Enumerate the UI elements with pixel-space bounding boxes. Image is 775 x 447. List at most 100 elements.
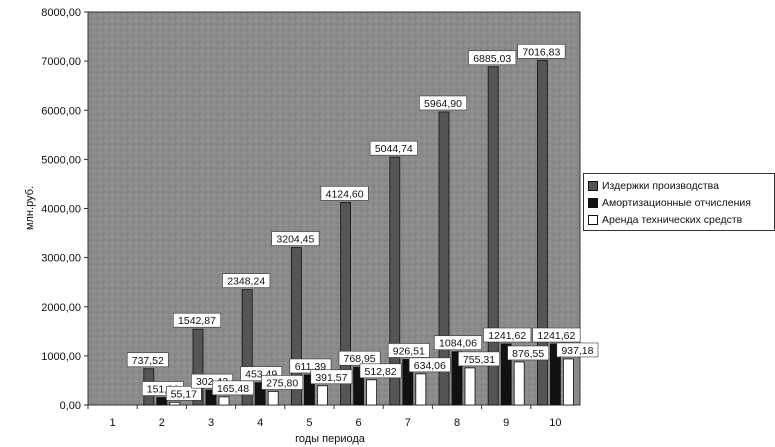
y-tick-label: 2000,00 [41,302,81,314]
y-tick-label: 8000,00 [41,7,81,19]
data-label-box [369,140,418,156]
bar-equipment-rent [267,391,279,406]
data-label-depreciation: 1241,62 [537,330,575,342]
data-label-equipment-rent: 937,18 [561,345,593,357]
data-label-equipment-rent: 165,48 [217,383,249,395]
data-label-box [338,350,381,366]
data-label-production-costs: 5044,74 [375,143,413,155]
data-label-box [433,335,482,351]
bar-equipment-rent [563,358,574,406]
legend-item-depreciation: Амортизационные отчисления [588,194,770,211]
bar-production-costs [537,59,548,406]
data-label-production-costs: 6885,03 [473,53,511,65]
legend: Издержки производства Амортизационные от… [583,173,775,231]
y-tick-label: 7000,00 [41,56,81,68]
x-axis: 1 2 3 4 5 6 7 8 9 10 [87,405,562,429]
bar-depreciation [353,366,365,406]
bar-equipment-rent [316,385,328,406]
data-label-box [387,343,430,358]
bar-equipment-rent [218,396,230,406]
x-tick-label: 1 [110,417,116,429]
legend-swatch-production-costs [588,180,598,191]
data-label-box [222,273,271,288]
data-label-production-costs: 3204,45 [276,234,314,246]
data-label-production-costs: 2348,24 [227,276,265,288]
x-tick-label: 6 [356,417,362,429]
y-axis-title: млн.руб. [24,186,36,230]
data-label-box [310,369,353,385]
data-label-production-costs: 1542,87 [178,315,216,327]
data-label-box [517,43,566,59]
data-label-production-costs: 737,52 [132,355,164,367]
data-label-box [271,231,320,246]
data-label-box [468,50,517,66]
x-tick-label: 8 [454,417,460,429]
data-label-box [212,380,254,396]
data-label-production-costs: 7016,83 [522,46,560,58]
x-tick-label: 7 [405,417,411,429]
legend-item-production-costs: Издержки производства [588,177,770,194]
bar-production-costs [487,66,499,406]
data-label-box [408,357,451,373]
data-label-equipment-rent: 755,31 [463,354,495,366]
bar-depreciation [402,359,414,406]
data-label-depreciation: 1241,62 [488,330,526,342]
bar-depreciation [205,389,217,406]
bar-depreciation [303,374,315,406]
bar-production-costs [438,111,450,406]
y-tick-label: 5000,00 [41,154,81,166]
bar-production-costs [389,156,401,406]
data-label-box [507,345,550,361]
data-label-equipment-rent: 512,82 [365,366,397,378]
bar-depreciation [451,351,463,406]
data-label-equipment-rent: 55,17 [171,388,197,400]
data-label-box [483,327,532,343]
data-label-equipment-rent: 391,57 [315,372,347,384]
y-tick-label: 3000,00 [41,253,81,265]
x-tick-label: 9 [503,417,509,429]
data-label-depreciation: 768,95 [344,353,376,365]
data-label-box [418,95,467,111]
legend-label-production-costs: Издержки производства [602,179,719,192]
data-label-box [173,312,222,328]
y-tick-label: 6000,00 [41,105,81,117]
x-tick-label: 5 [306,417,312,429]
legend-label-equipment-rent: Аренда технических средств [602,213,743,226]
bar-equipment-rent [513,361,525,406]
bar-depreciation [500,343,512,406]
bar-production-costs [192,328,204,406]
legend-label-depreciation: Амортизационные отчисления [602,196,751,209]
bar-equipment-rent [415,373,427,406]
data-label-box [166,385,202,401]
data-label-production-costs: 5964,90 [424,98,462,110]
data-label-box [126,352,169,368]
data-label-production-costs: 4124,60 [326,188,364,200]
x-axis-title: годы периода [295,433,366,445]
x-tick-label: 4 [257,417,263,429]
bar-equipment-rent [366,379,378,406]
bar-production-costs [241,289,253,406]
legend-item-equipment-rent: Аренда технических средств [588,211,770,228]
x-tick-label: 2 [159,417,165,429]
data-label-box [556,342,599,358]
legend-swatch-depreciation [588,197,598,208]
bar-depreciation [156,397,168,406]
data-label-box [532,327,581,343]
data-label-equipment-rent: 275,80 [266,377,298,389]
bar-equipment-rent [464,367,476,406]
data-label-box [261,375,304,390]
data-label-box [359,363,402,379]
y-tick-label: 1000,00 [41,351,81,363]
data-labels-group: 737,52151,3655,171542,87302,42165,482348… [126,43,599,401]
bars-group [143,59,574,406]
data-label-box [320,186,369,201]
x-tick-label: 3 [208,417,214,429]
y-tick-label: 0,00 [60,400,81,412]
data-label-depreciation: 1084,06 [439,338,477,350]
bar-equipment-rent [169,401,181,406]
x-tick-label: 10 [549,417,561,429]
data-label-box [458,351,500,367]
legend-swatch-equipment-rent [588,214,598,225]
data-label-equipment-rent: 634,06 [414,360,446,372]
